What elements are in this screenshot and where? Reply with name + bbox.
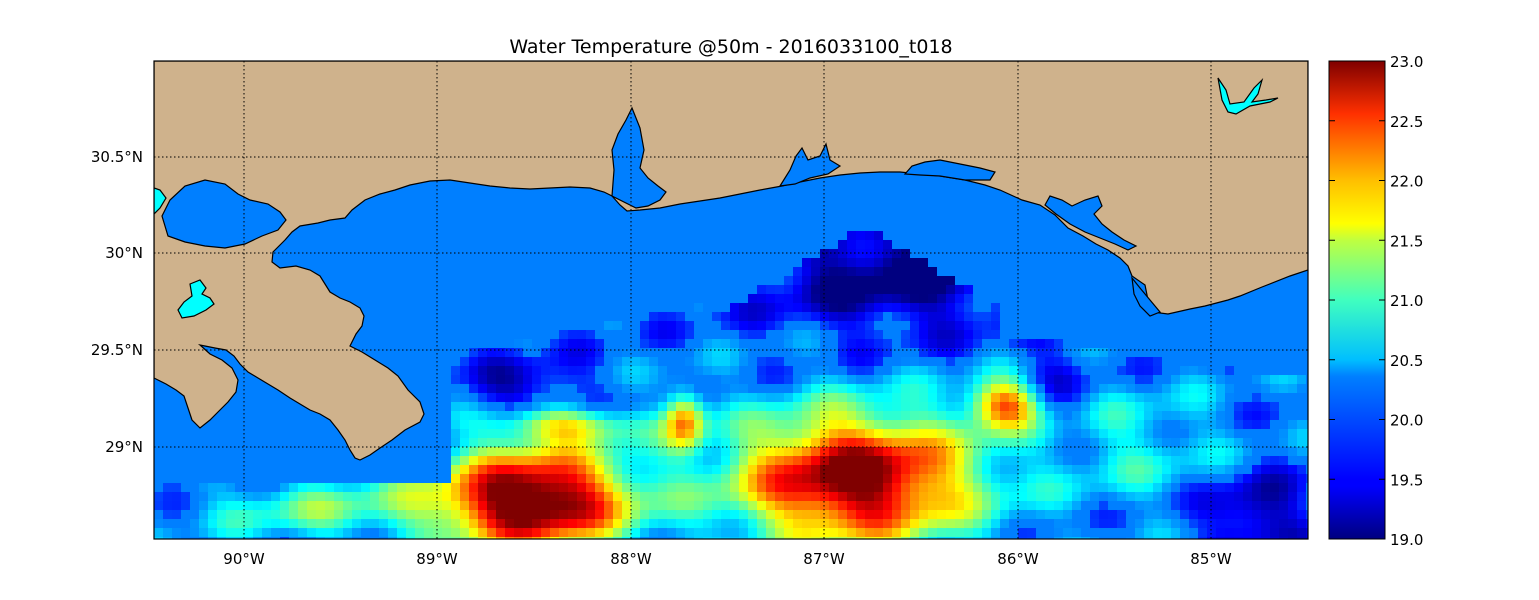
- x-tick-label: 85°W: [1190, 550, 1232, 568]
- st-andrews-bay: [1044, 195, 1138, 251]
- lake-north: [1217, 77, 1279, 115]
- x-tick-label: 86°W: [997, 550, 1039, 568]
- colorbar-gradient: [1328, 60, 1386, 540]
- map-plot-area: [154, 61, 1308, 539]
- colorbar-tick-label: 21.0: [1390, 292, 1423, 310]
- colorbar-tick-label: 22.5: [1390, 113, 1423, 131]
- colorbar-tick-label: 19.5: [1390, 471, 1423, 489]
- y-axis-labels: 30.5°N 30°N 29.5°N 29°N: [91, 148, 143, 456]
- colorbar-tick-label: 20.0: [1390, 412, 1423, 430]
- map-title: Water Temperature @50m - 2016033100_t018: [509, 36, 953, 58]
- x-tick-label: 90°W: [223, 550, 265, 568]
- colorbar-tick-label: 23.0: [1390, 53, 1423, 71]
- pensacola-bay: [778, 142, 842, 187]
- colorbar: 23.0 22.5 22.0 21.5 21.0 20.5 20.0 19.5 19.0: [1328, 53, 1423, 549]
- x-tick-label: 88°W: [610, 550, 652, 568]
- colorbar-ticks: 23.0 22.5 22.0 21.5 21.0 20.5 20.0 19.5 19.0: [1329, 53, 1423, 549]
- choctawhatchee-bay: [903, 159, 996, 181]
- temperature-field: [154, 231, 1308, 539]
- lake-west: [154, 187, 167, 215]
- colorbar-tick-label: 22.0: [1390, 173, 1423, 191]
- colorbar-tick-label: 21.5: [1390, 232, 1423, 250]
- y-tick-label: 29.5°N: [91, 341, 143, 359]
- y-tick-label: 30°N: [105, 244, 143, 262]
- y-tick-label: 30.5°N: [91, 148, 143, 166]
- x-axis-labels: 90°W 89°W 88°W 87°W 86°W 85°W: [223, 550, 1232, 568]
- graticule: [154, 61, 1308, 539]
- lake-salvador: [177, 279, 215, 319]
- land-mass: [154, 61, 1308, 461]
- colorbar-tick-label: 20.5: [1390, 352, 1423, 370]
- x-tick-label: 87°W: [803, 550, 845, 568]
- colorbar-tick-label: 19.0: [1390, 531, 1423, 549]
- plot-frame: [153, 60, 1309, 540]
- apalachicola-bay: [1131, 275, 1161, 317]
- mobile-bay: [611, 106, 667, 209]
- x-tick-label: 89°W: [416, 550, 458, 568]
- y-tick-label: 29°N: [105, 438, 143, 456]
- lake-pontchartrain: [161, 179, 287, 249]
